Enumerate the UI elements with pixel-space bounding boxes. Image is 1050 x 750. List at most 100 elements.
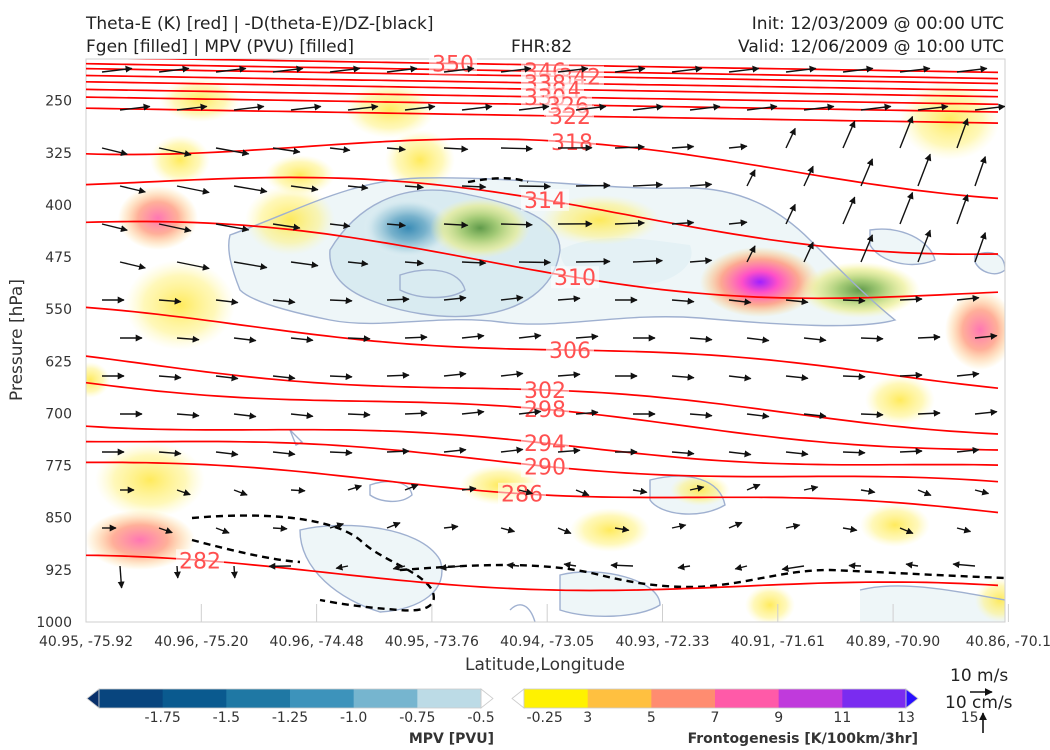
wind-arrow: [272, 147, 301, 155]
colorbar-extend-right: [905, 688, 919, 709]
wind-arrow: [329, 297, 353, 305]
wind-arrow: [956, 194, 969, 225]
wind-arrow: [974, 408, 998, 416]
wind-arrow: [443, 523, 459, 531]
colorbar-tick: -0.25: [527, 710, 563, 726]
wind-arrow: [689, 181, 713, 189]
wind-arrow: [842, 196, 856, 225]
colorbar-frame: [98, 688, 482, 709]
wind-arrow: [785, 203, 796, 225]
colorbar-swatch: [524, 689, 589, 708]
x-axis: 40.95, -75.92 40.96, -75.20 40.96, -74.48 4…: [39, 604, 1050, 650]
colorbar-swatch: [778, 689, 843, 708]
theta-e-label-bg: [546, 105, 594, 128]
wind-arrow: [101, 147, 128, 157]
wind-arrow: [233, 336, 257, 344]
wind-arrow: [173, 565, 181, 579]
colorbar-swatch: [226, 689, 291, 708]
wind-arrow: [671, 449, 695, 457]
wind-arrow: [557, 447, 581, 455]
wind-arrow: [632, 103, 664, 111]
wind-arrow: [290, 185, 319, 193]
colorbar-swatch: [842, 689, 907, 708]
wind-arrow: [746, 169, 756, 187]
wind-arrow: [632, 181, 663, 189]
wind-arrow: [461, 183, 487, 191]
wind-arrow: [158, 147, 192, 157]
wind-arrow: [290, 103, 322, 111]
wind-arrow: [803, 103, 835, 111]
wind-arrow: [860, 158, 874, 187]
theta-e-label-bg: [551, 266, 599, 289]
theta-e-label: 290: [524, 455, 566, 480]
wind-arrow: [233, 103, 265, 111]
wind-arrow: [899, 447, 923, 455]
wind-arrow: [439, 564, 463, 571]
init-time: Init: 12/03/2009 @ 00:00 UTC: [751, 14, 1004, 34]
wind-arrow: [404, 103, 436, 111]
wind-arrow: [728, 219, 748, 227]
x-tick-label: 40.86, -70.1: [966, 634, 1050, 650]
wind-arrow: [290, 336, 314, 344]
wind-arrow: [956, 118, 969, 149]
wind-arrow: [689, 335, 713, 343]
wind-arrow: [215, 147, 250, 157]
wind-arrow: [575, 182, 611, 190]
colorbar-tick: -0.5: [467, 710, 494, 726]
wind-arrow: [746, 483, 761, 491]
wind-arrow: [272, 524, 288, 532]
wind-arrow: [500, 65, 532, 73]
wind-arrow: [632, 487, 648, 495]
wind-arrow: [386, 371, 410, 379]
wind-arrow: [842, 449, 866, 457]
wind-arrow: [215, 527, 230, 535]
y-tick-label: 850: [45, 511, 72, 527]
wind-arrow: [899, 295, 923, 303]
wind-arrow: [117, 565, 125, 589]
colorbar-extend-right: [480, 688, 494, 709]
wind-arrow: [803, 484, 819, 492]
colorbar-swatch: [587, 689, 652, 708]
y-tick-label: 475: [45, 250, 72, 266]
valid-time: Valid: 12/06/2009 @ 10:00 UTC: [738, 37, 1004, 57]
wind-arrow: [728, 298, 752, 306]
colorbar-tick: 11: [833, 710, 851, 726]
wind-arrow: [785, 298, 809, 306]
wind-arrow: [443, 294, 467, 302]
wind-vectors: [101, 65, 1005, 589]
wind-arrow: [500, 294, 524, 302]
wind-arrow: [728, 65, 760, 73]
mpv-colorbar-label: MPV [PVU]: [409, 731, 494, 747]
colorbar-tick: 5: [647, 710, 656, 726]
wind-arrow: [176, 185, 210, 195]
wind-arrow: [404, 259, 424, 267]
x-tick-label: 40.95, -75.92: [39, 634, 133, 650]
wind-arrow: [952, 561, 976, 569]
theta-e-label: 298: [524, 398, 566, 423]
theta-e-label: 286: [501, 483, 543, 508]
wind-arrow: [329, 373, 353, 381]
x-tick-label: 40.93, -72.33: [615, 634, 709, 650]
y-tick-label: 325: [45, 146, 72, 162]
mpv-colorbar: -1.75 -1.5 -1.25 -1.0 -0.75 -0.5 -0.25: [86, 688, 563, 726]
wind-arrow: [899, 527, 914, 535]
colorbar-swatch: [99, 689, 164, 708]
wind-arrow: [785, 522, 801, 530]
wind-arrow: [158, 527, 173, 534]
x-axis-label: Latitude,Longitude: [465, 655, 625, 675]
wind-arrow: [632, 257, 663, 265]
wind-arrow: [689, 103, 721, 111]
wind-arrow: [290, 486, 306, 494]
wind-arrow: [215, 450, 239, 458]
colorbar-swatch: [290, 689, 355, 708]
wind-arrow: [176, 411, 200, 419]
y-tick-label: 1000: [36, 615, 72, 631]
wind-arrow: [728, 374, 752, 382]
wind-arrow: [518, 258, 551, 266]
y-tick-label: 625: [45, 354, 72, 370]
wind-arrow: [974, 488, 990, 496]
y-tick-label: 400: [45, 198, 72, 214]
wind-arrow: [461, 485, 477, 493]
wind-arrow: [671, 143, 695, 151]
wind-arrow: [518, 182, 551, 190]
